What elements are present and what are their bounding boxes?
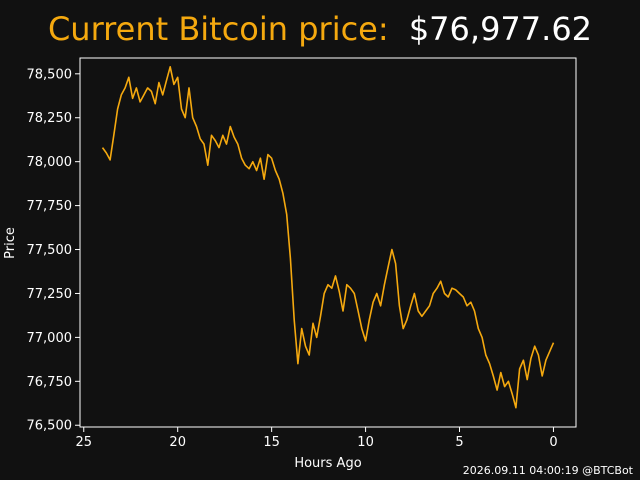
plot-frame [79,57,577,428]
x-tick-label: 5 [455,435,463,450]
y-tick-label: 78,500 [27,67,73,82]
plot-area: 25 20 15 10 5 0 76,500 76,750 77,000 77,250 77,500… [27,57,577,450]
title-prefix: Current Bitcoin price: [48,10,389,48]
x-axis-label: Hours Ago [294,456,361,471]
y-tick-label: 76,750 [27,375,73,390]
chart-title: Current Bitcoin price: $76,977.62 [48,10,592,48]
y-axis-label: Price [3,227,18,259]
price-line [101,66,555,409]
y-tick-label: 77,000 [27,331,73,346]
y-tick-label: 76,500 [27,419,73,434]
current-price: $76,977.62 [409,10,592,48]
y-tick-label: 78,250 [27,111,73,126]
y-tick-label: 77,750 [27,199,73,214]
y-tick-label: 78,000 [27,155,73,170]
footer-timestamp: 2026.09.11 04:00:19 @BTCBot [463,464,634,477]
x-tick-label: 15 [263,435,280,450]
x-tick-label: 25 [75,435,92,450]
y-tick-label: 77,250 [27,287,73,302]
x-tick-label: 10 [357,435,374,450]
x-tick-label: 0 [549,435,557,450]
x-tick-label: 20 [169,435,186,450]
y-tick-label: 77,500 [27,243,73,258]
